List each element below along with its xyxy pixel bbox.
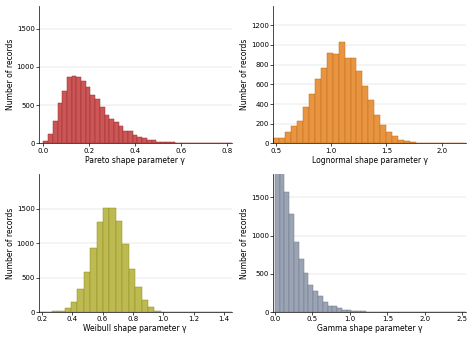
Bar	[58, 311, 64, 312]
Bar	[368, 100, 374, 143]
Bar	[284, 192, 289, 312]
Bar	[72, 76, 76, 143]
Y-axis label: Number of records: Number of records	[240, 39, 249, 110]
Bar	[410, 142, 416, 143]
Bar	[309, 94, 315, 143]
Bar	[363, 86, 368, 143]
Bar	[346, 310, 351, 312]
Bar	[398, 140, 404, 143]
Bar	[67, 77, 72, 143]
Bar	[374, 115, 380, 143]
Bar	[380, 125, 386, 143]
Bar	[297, 121, 303, 143]
Bar	[356, 71, 363, 143]
Bar	[123, 131, 128, 143]
Bar	[327, 54, 333, 143]
Bar	[142, 300, 148, 312]
Bar	[321, 68, 327, 143]
Bar	[129, 269, 135, 312]
Bar	[62, 91, 67, 143]
Bar	[303, 107, 309, 143]
Bar	[109, 119, 114, 143]
Bar	[345, 58, 350, 143]
Bar	[48, 134, 53, 143]
Bar	[142, 138, 147, 143]
Bar	[133, 135, 137, 143]
Bar	[118, 126, 123, 143]
Bar	[361, 311, 366, 312]
Bar	[76, 77, 81, 143]
Bar	[64, 308, 71, 312]
Bar	[161, 142, 166, 143]
Bar	[53, 121, 57, 143]
Bar	[328, 305, 332, 312]
Bar	[309, 285, 313, 312]
Bar	[95, 99, 100, 143]
Bar	[350, 58, 356, 143]
Bar	[71, 302, 77, 312]
Bar	[386, 132, 392, 143]
Bar	[135, 287, 142, 312]
Y-axis label: Number of records: Number of records	[240, 207, 249, 279]
Bar	[404, 141, 410, 143]
Bar	[273, 138, 279, 143]
Bar	[156, 142, 161, 143]
Bar	[304, 273, 309, 312]
Bar	[86, 87, 91, 143]
Bar	[291, 126, 297, 143]
Bar	[91, 95, 95, 143]
Bar	[44, 141, 48, 143]
Bar	[90, 248, 97, 312]
Bar	[152, 140, 156, 143]
Bar	[342, 310, 346, 312]
Bar	[100, 107, 105, 143]
Bar	[109, 208, 116, 312]
Bar	[116, 221, 122, 312]
Bar	[318, 296, 323, 312]
Bar	[147, 140, 152, 143]
Bar	[137, 137, 142, 143]
Bar	[52, 311, 58, 312]
Bar	[97, 222, 103, 312]
Bar	[57, 103, 62, 143]
Bar	[392, 136, 398, 143]
Y-axis label: Number of records: Number of records	[6, 207, 15, 279]
Bar	[77, 289, 84, 312]
Bar	[313, 291, 318, 312]
Bar	[103, 208, 109, 312]
Bar	[166, 142, 171, 143]
Bar	[171, 142, 175, 143]
Bar	[114, 122, 118, 143]
Bar	[275, 171, 280, 312]
Bar	[315, 79, 321, 143]
Bar	[128, 131, 133, 143]
Bar	[105, 115, 109, 143]
Bar	[337, 308, 342, 312]
Bar	[84, 272, 90, 312]
X-axis label: Lognormal shape parameter γ: Lognormal shape parameter γ	[312, 156, 428, 165]
Bar	[351, 311, 356, 312]
Bar	[294, 242, 299, 312]
X-axis label: Gamma shape parameter γ: Gamma shape parameter γ	[317, 324, 422, 334]
Bar	[299, 259, 304, 312]
Bar	[332, 306, 337, 312]
Bar	[122, 244, 129, 312]
Bar	[148, 307, 155, 312]
Bar	[81, 81, 86, 143]
Bar	[333, 54, 338, 143]
Bar	[338, 42, 345, 143]
Bar	[280, 168, 284, 312]
Bar	[285, 132, 291, 143]
Bar	[323, 302, 328, 312]
Bar	[356, 311, 361, 312]
Bar	[289, 214, 294, 312]
Bar	[279, 138, 285, 143]
Bar	[155, 311, 161, 312]
X-axis label: Pareto shape parameter γ: Pareto shape parameter γ	[85, 156, 185, 165]
Y-axis label: Number of records: Number of records	[6, 39, 15, 110]
X-axis label: Weibull shape parameter γ: Weibull shape parameter γ	[83, 324, 187, 334]
